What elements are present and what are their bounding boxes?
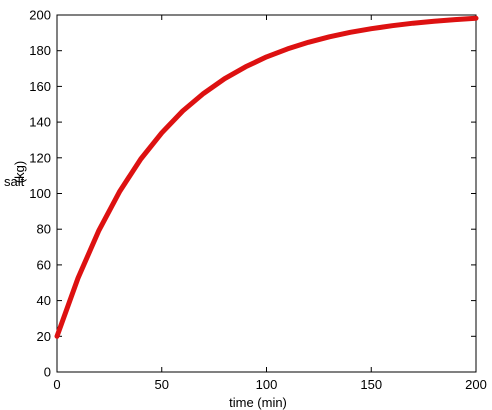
x-axis-ticks: 0 50 100 150 200 xyxy=(53,15,487,392)
y-tick-label: 40 xyxy=(37,293,51,308)
x-tick-label: 150 xyxy=(360,377,382,392)
y-axis-label-unit: (kg) xyxy=(12,161,27,183)
y-tick-label: 180 xyxy=(29,43,51,58)
y-axis-ticks: 0 20 40 60 80 100 120 140 160 180 200 xyxy=(29,8,476,380)
y-tick-label: 60 xyxy=(37,257,51,272)
y-tick-label: 100 xyxy=(29,186,51,201)
plot-area xyxy=(56,14,477,373)
y-tick-label: 200 xyxy=(29,8,51,23)
y-tick-label: 0 xyxy=(44,365,51,380)
y-tick-label: 20 xyxy=(37,329,51,344)
y-tick-label: 140 xyxy=(29,115,51,130)
y-tick-label: 160 xyxy=(29,79,51,94)
x-axis-label: time (min) xyxy=(229,395,287,410)
y-tick-label: 80 xyxy=(37,222,51,237)
x-tick-label: 0 xyxy=(53,377,60,392)
series-line xyxy=(54,15,479,339)
x-tick-label: 50 xyxy=(155,377,169,392)
y-tick-label: 120 xyxy=(29,150,51,165)
x-tick-label: 200 xyxy=(465,377,487,392)
series-layer xyxy=(54,15,479,339)
x-tick-label: 100 xyxy=(256,377,278,392)
y-axis-label-word: salt xyxy=(4,174,25,189)
